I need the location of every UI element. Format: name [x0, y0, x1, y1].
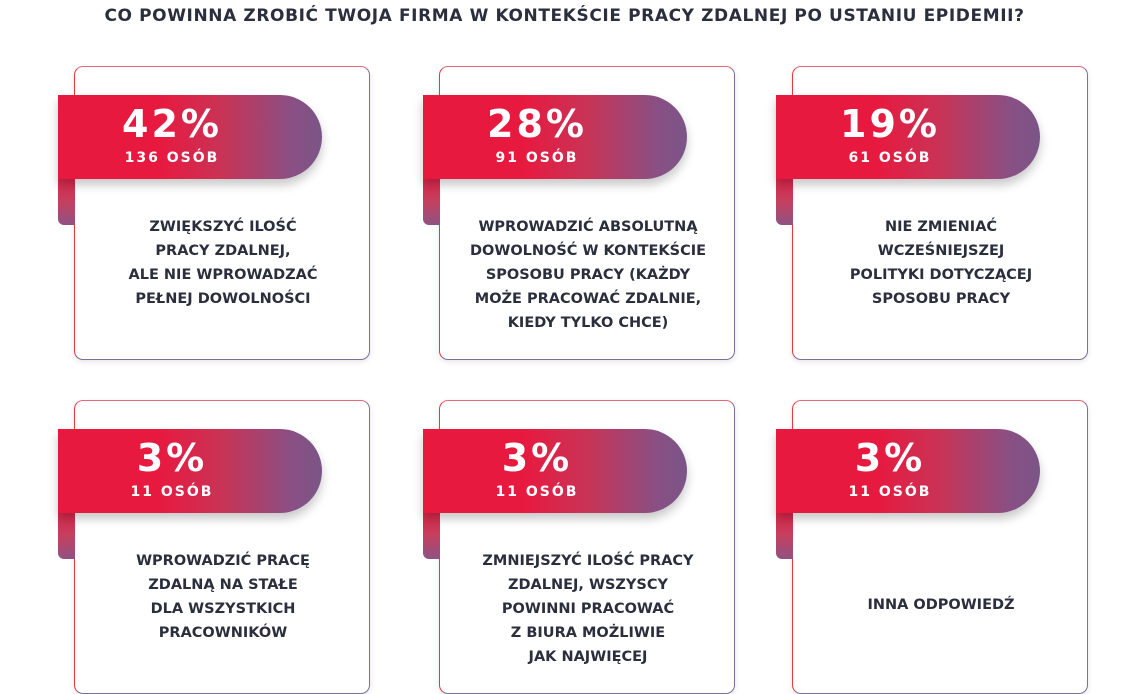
ribbon-fold [58, 167, 75, 225]
percent-ribbon: 28% 91 OSÓB [423, 95, 687, 179]
answer-card: 3% 11 OSÓB INNA ODPOWIEDŹ [776, 400, 1088, 694]
answer-card: 3% 11 OSÓB WPROWADZIĆ PRACĘ ZDALNĄ NA STAŁ… [58, 400, 370, 694]
percent-ribbon: 3% 11 OSÓB [423, 429, 687, 513]
answer-label: NIE ZMIENIAĆ WCZEŚNIEJSZEJ POLITYKI DOTY… [849, 219, 1033, 307]
answer-label: ZMNIEJSZYĆ ILOŚĆ PRACY ZDALNEJ, WSZYSCY … [482, 553, 694, 665]
ribbon-fold [58, 501, 75, 559]
ribbon-fold [776, 167, 793, 225]
percent-value: 19% [840, 102, 940, 146]
answer-label: WPROWADZIĆ PRACĘ ZDALNĄ NA STAŁE DLA WSZ… [136, 553, 310, 641]
answer-cards-grid: 42% 136 OSÓB ZWIĘKSZYĆ ILOŚĆ PRACY ZDALNEJ… [58, 66, 1088, 694]
respondent-count: 91 OSÓB [495, 150, 579, 166]
respondent-count: 11 OSÓB [848, 484, 932, 500]
ribbon-fold [423, 501, 440, 559]
answer-card: 3% 11 OSÓB ZMNIEJSZYĆ ILOŚĆ PRACY ZDALNEJ,… [423, 400, 735, 694]
page-title: CO POWINNA ZROBIĆ TWOJA FIRMA W KONTEKŚC… [104, 6, 1025, 26]
percent-value: 3% [501, 436, 573, 480]
respondent-count: 136 OSÓB [124, 150, 220, 166]
answer-card: 28% 91 OSÓB WPROWADZIĆ ABSOLUTNĄ DOWOLNOŚĆ… [423, 66, 735, 360]
percent-ribbon: 3% 11 OSÓB [58, 429, 322, 513]
ribbon-fold [776, 501, 793, 559]
respondent-count: 61 OSÓB [848, 150, 932, 166]
percent-ribbon: 3% 11 OSÓB [776, 429, 1040, 513]
answer-label: WPROWADZIĆ ABSOLUTNĄ DOWOLNOŚĆ W KONTEKŚ… [469, 219, 707, 331]
answer-label: ZWIĘKSZYĆ ILOŚĆ PRACY ZDALNEJ, ALE NIE W… [128, 219, 318, 307]
ribbon-fold [423, 167, 440, 225]
percent-value: 42% [122, 102, 222, 146]
answer-card: 42% 136 OSÓB ZWIĘKSZYĆ ILOŚĆ PRACY ZDALNEJ… [58, 66, 370, 360]
percent-ribbon: 42% 136 OSÓB [58, 95, 322, 179]
answer-label: INNA ODPOWIEDŹ [867, 597, 1015, 613]
percent-value: 28% [487, 102, 587, 146]
answer-card: 19% 61 OSÓB NIE ZMIENIAĆ WCZEŚNIEJSZEJ POL… [776, 66, 1088, 360]
percent-ribbon: 19% 61 OSÓB [776, 95, 1040, 179]
respondent-count: 11 OSÓB [130, 484, 214, 500]
percent-value: 3% [854, 436, 926, 480]
respondent-count: 11 OSÓB [495, 484, 579, 500]
percent-value: 3% [136, 436, 208, 480]
